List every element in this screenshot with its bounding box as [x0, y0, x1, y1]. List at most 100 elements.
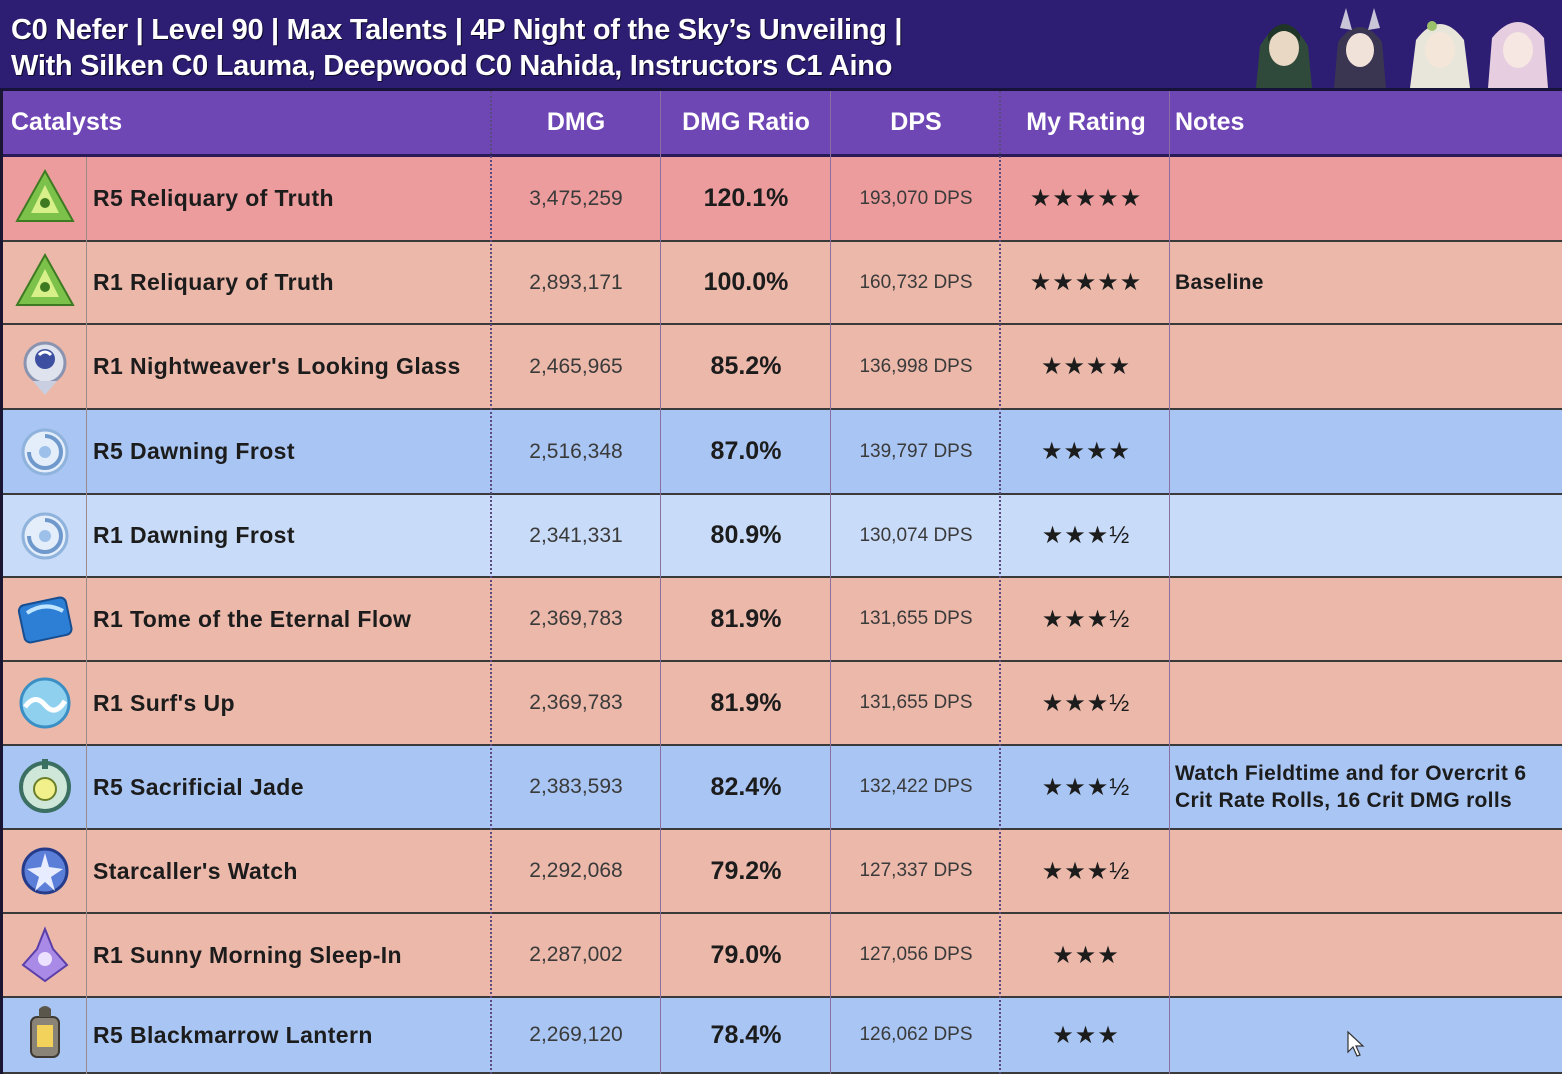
- weapon-name: Starcaller's Watch: [93, 857, 298, 884]
- dps-value: 127,337 DPS: [859, 860, 973, 881]
- notes-text: [1175, 157, 1560, 240]
- frost-swirl-icon: [3, 410, 87, 493]
- dmg-ratio-value: 100.0%: [703, 268, 789, 296]
- lantern-icon: [3, 998, 87, 1072]
- dmg-ratio-value: 81.9%: [710, 604, 782, 633]
- weapon-name: R1 Surf's Up: [93, 689, 235, 716]
- weapon-name: R1 Reliquary of Truth: [93, 269, 334, 295]
- notes-text: [1175, 914, 1560, 996]
- looking-glass-icon: [3, 325, 87, 408]
- notes-text: [1175, 495, 1560, 576]
- nahida-portrait-icon: [1410, 21, 1470, 88]
- dps-value: 126,062 DPS: [859, 1024, 973, 1045]
- jade-orb-icon: [3, 746, 87, 828]
- column-divider: [999, 91, 1001, 1074]
- rating-stars: ★★★½: [1041, 605, 1131, 633]
- notes-text: [1175, 998, 1560, 1072]
- table-row[interactable]: R1 Dawning Frost 2,341,331 80.9% 130,074 DP…: [3, 495, 1562, 578]
- dmg-value: 2,269,120: [529, 1023, 623, 1046]
- dmg-value: 2,369,783: [529, 607, 623, 630]
- notes-text: [1175, 410, 1560, 493]
- table-row[interactable]: R5 Blackmarrow Lantern 2,269,120 78.4% 126,…: [3, 998, 1562, 1074]
- rating-stars: ★★★: [1052, 941, 1120, 969]
- table-row[interactable]: R5 Sacrificial Jade 2,383,593 82.4% 132,422…: [3, 746, 1562, 830]
- dmg-value: 2,369,783: [529, 691, 623, 714]
- weapon-name: R1 Sunny Morning Sleep-In: [93, 941, 403, 968]
- character-portraits: [1246, 4, 1556, 88]
- notes-text: Watch Fieldtime and for Overcrit 6 Crit …: [1175, 762, 1527, 812]
- rating-stars: ★★★: [1052, 1021, 1120, 1049]
- aino-portrait-icon: [1488, 22, 1548, 88]
- notes-text: [1175, 662, 1560, 744]
- lauma-portrait-icon: [1334, 8, 1386, 88]
- header-dps[interactable]: DPS: [890, 108, 942, 136]
- column-divider: [490, 91, 492, 1074]
- table-row[interactable]: Starcaller's Watch 2,292,068 79.2% 127,337 …: [3, 830, 1562, 914]
- dmg-value: 2,465,965: [529, 354, 623, 378]
- wave-orb-icon: [3, 662, 87, 744]
- dmg-ratio-value: 80.9%: [710, 521, 782, 549]
- column-divider: [830, 91, 831, 1074]
- dps-value: 131,655 DPS: [859, 692, 973, 713]
- table-row[interactable]: R1 Nightweaver's Looking Glass 2,465,965 8…: [3, 325, 1562, 410]
- header-catalysts[interactable]: Catalysts: [11, 108, 123, 136]
- dps-value: 131,655 DPS: [859, 608, 973, 629]
- table-row[interactable]: R5 Reliquary of Truth 3,475,259 120.1% 193,…: [3, 157, 1562, 242]
- header-my-rating[interactable]: My Rating: [1026, 108, 1146, 136]
- dmg-ratio-value: 79.0%: [710, 940, 782, 969]
- table-row[interactable]: R1 Sunny Morning Sleep-In 2,287,002 79.0% 1…: [3, 914, 1562, 998]
- dmg-value: 2,516,348: [529, 439, 623, 463]
- rating-stars: ★★★½: [1041, 857, 1131, 885]
- header-dmg[interactable]: DMG: [546, 108, 606, 136]
- dps-value: 130,074 DPS: [859, 524, 973, 546]
- rating-stars: ★★★½: [1041, 522, 1131, 549]
- weapon-name: R1 Nightweaver's Looking Glass: [93, 353, 461, 379]
- table-row[interactable]: R5 Dawning Frost 2,516,348 87.0% 139,797 DP…: [3, 410, 1562, 495]
- dmg-ratio-value: 78.4%: [710, 1020, 782, 1049]
- notes-text: [1175, 578, 1560, 660]
- title-bar: C0 Nefer | Level 90 | Max Talents | 4P N…: [0, 0, 1562, 91]
- dmg-ratio-value: 82.4%: [710, 772, 782, 801]
- rating-stars: ★★★½: [1041, 773, 1131, 801]
- weapon-name: R5 Sacrificial Jade: [93, 773, 304, 800]
- dmg-ratio-value: 81.9%: [710, 688, 782, 717]
- table-row[interactable]: R1 Reliquary of Truth 2,893,171 100.0% 160,…: [3, 242, 1562, 325]
- green-triangle-icon: [3, 242, 87, 323]
- dps-value: 127,056 DPS: [859, 944, 973, 965]
- notes-text: Baseline: [1175, 271, 1264, 294]
- dmg-value: 2,893,171: [529, 270, 623, 294]
- dmg-value: 2,287,002: [529, 943, 623, 966]
- rating-stars: ★★★★: [1040, 353, 1132, 380]
- title-line-1: C0 Nefer | Level 90 | Max Talents | 4P N…: [11, 14, 903, 46]
- weapon-name: R1 Tome of the Eternal Flow: [93, 605, 412, 632]
- column-divider: [1169, 91, 1170, 1074]
- header-dmg-ratio[interactable]: DMG Ratio: [682, 108, 810, 136]
- weapon-name: R5 Reliquary of Truth: [93, 185, 334, 211]
- star-watch-icon: [3, 830, 87, 912]
- title-line-2: With Silken C0 Lauma, Deepwood C0 Nahida…: [11, 50, 893, 82]
- frost-swirl-icon: [3, 495, 87, 576]
- dmg-value: 2,341,331: [529, 523, 623, 547]
- dps-value: 160,732 DPS: [859, 271, 973, 293]
- dps-value: 132,422 DPS: [859, 776, 973, 797]
- header-notes[interactable]: Notes: [1175, 108, 1245, 136]
- dps-value: 193,070 DPS: [859, 187, 973, 209]
- table-header: Catalysts DMG DMG Ratio DPS My Rating No…: [3, 91, 1562, 157]
- dmg-ratio-value: 87.0%: [710, 437, 782, 465]
- table-row[interactable]: R1 Tome of the Eternal Flow 2,369,783 81.9…: [3, 578, 1562, 662]
- dmg-ratio-value: 120.1%: [703, 184, 789, 212]
- dmg-value: 2,383,593: [529, 775, 623, 798]
- mouse-cursor-icon: [1347, 1030, 1365, 1057]
- weapon-name: R5 Blackmarrow Lantern: [93, 1021, 373, 1048]
- dmg-value: 2,292,068: [529, 859, 623, 882]
- blue-tome-icon: [3, 578, 87, 660]
- table-row[interactable]: R1 Surf's Up 2,369,783 81.9% 131,655 DPS ★★★…: [3, 662, 1562, 746]
- dps-value: 136,998 DPS: [859, 355, 973, 377]
- weapon-name: R5 Dawning Frost: [93, 438, 295, 464]
- rating-stars: ★★★½: [1041, 689, 1131, 717]
- nefer-portrait-icon: [1256, 24, 1312, 88]
- dmg-ratio-value: 79.2%: [710, 856, 782, 885]
- rating-stars: ★★★★★: [1029, 185, 1143, 212]
- rating-stars: ★★★★: [1040, 438, 1132, 465]
- green-triangle-icon: [3, 157, 87, 240]
